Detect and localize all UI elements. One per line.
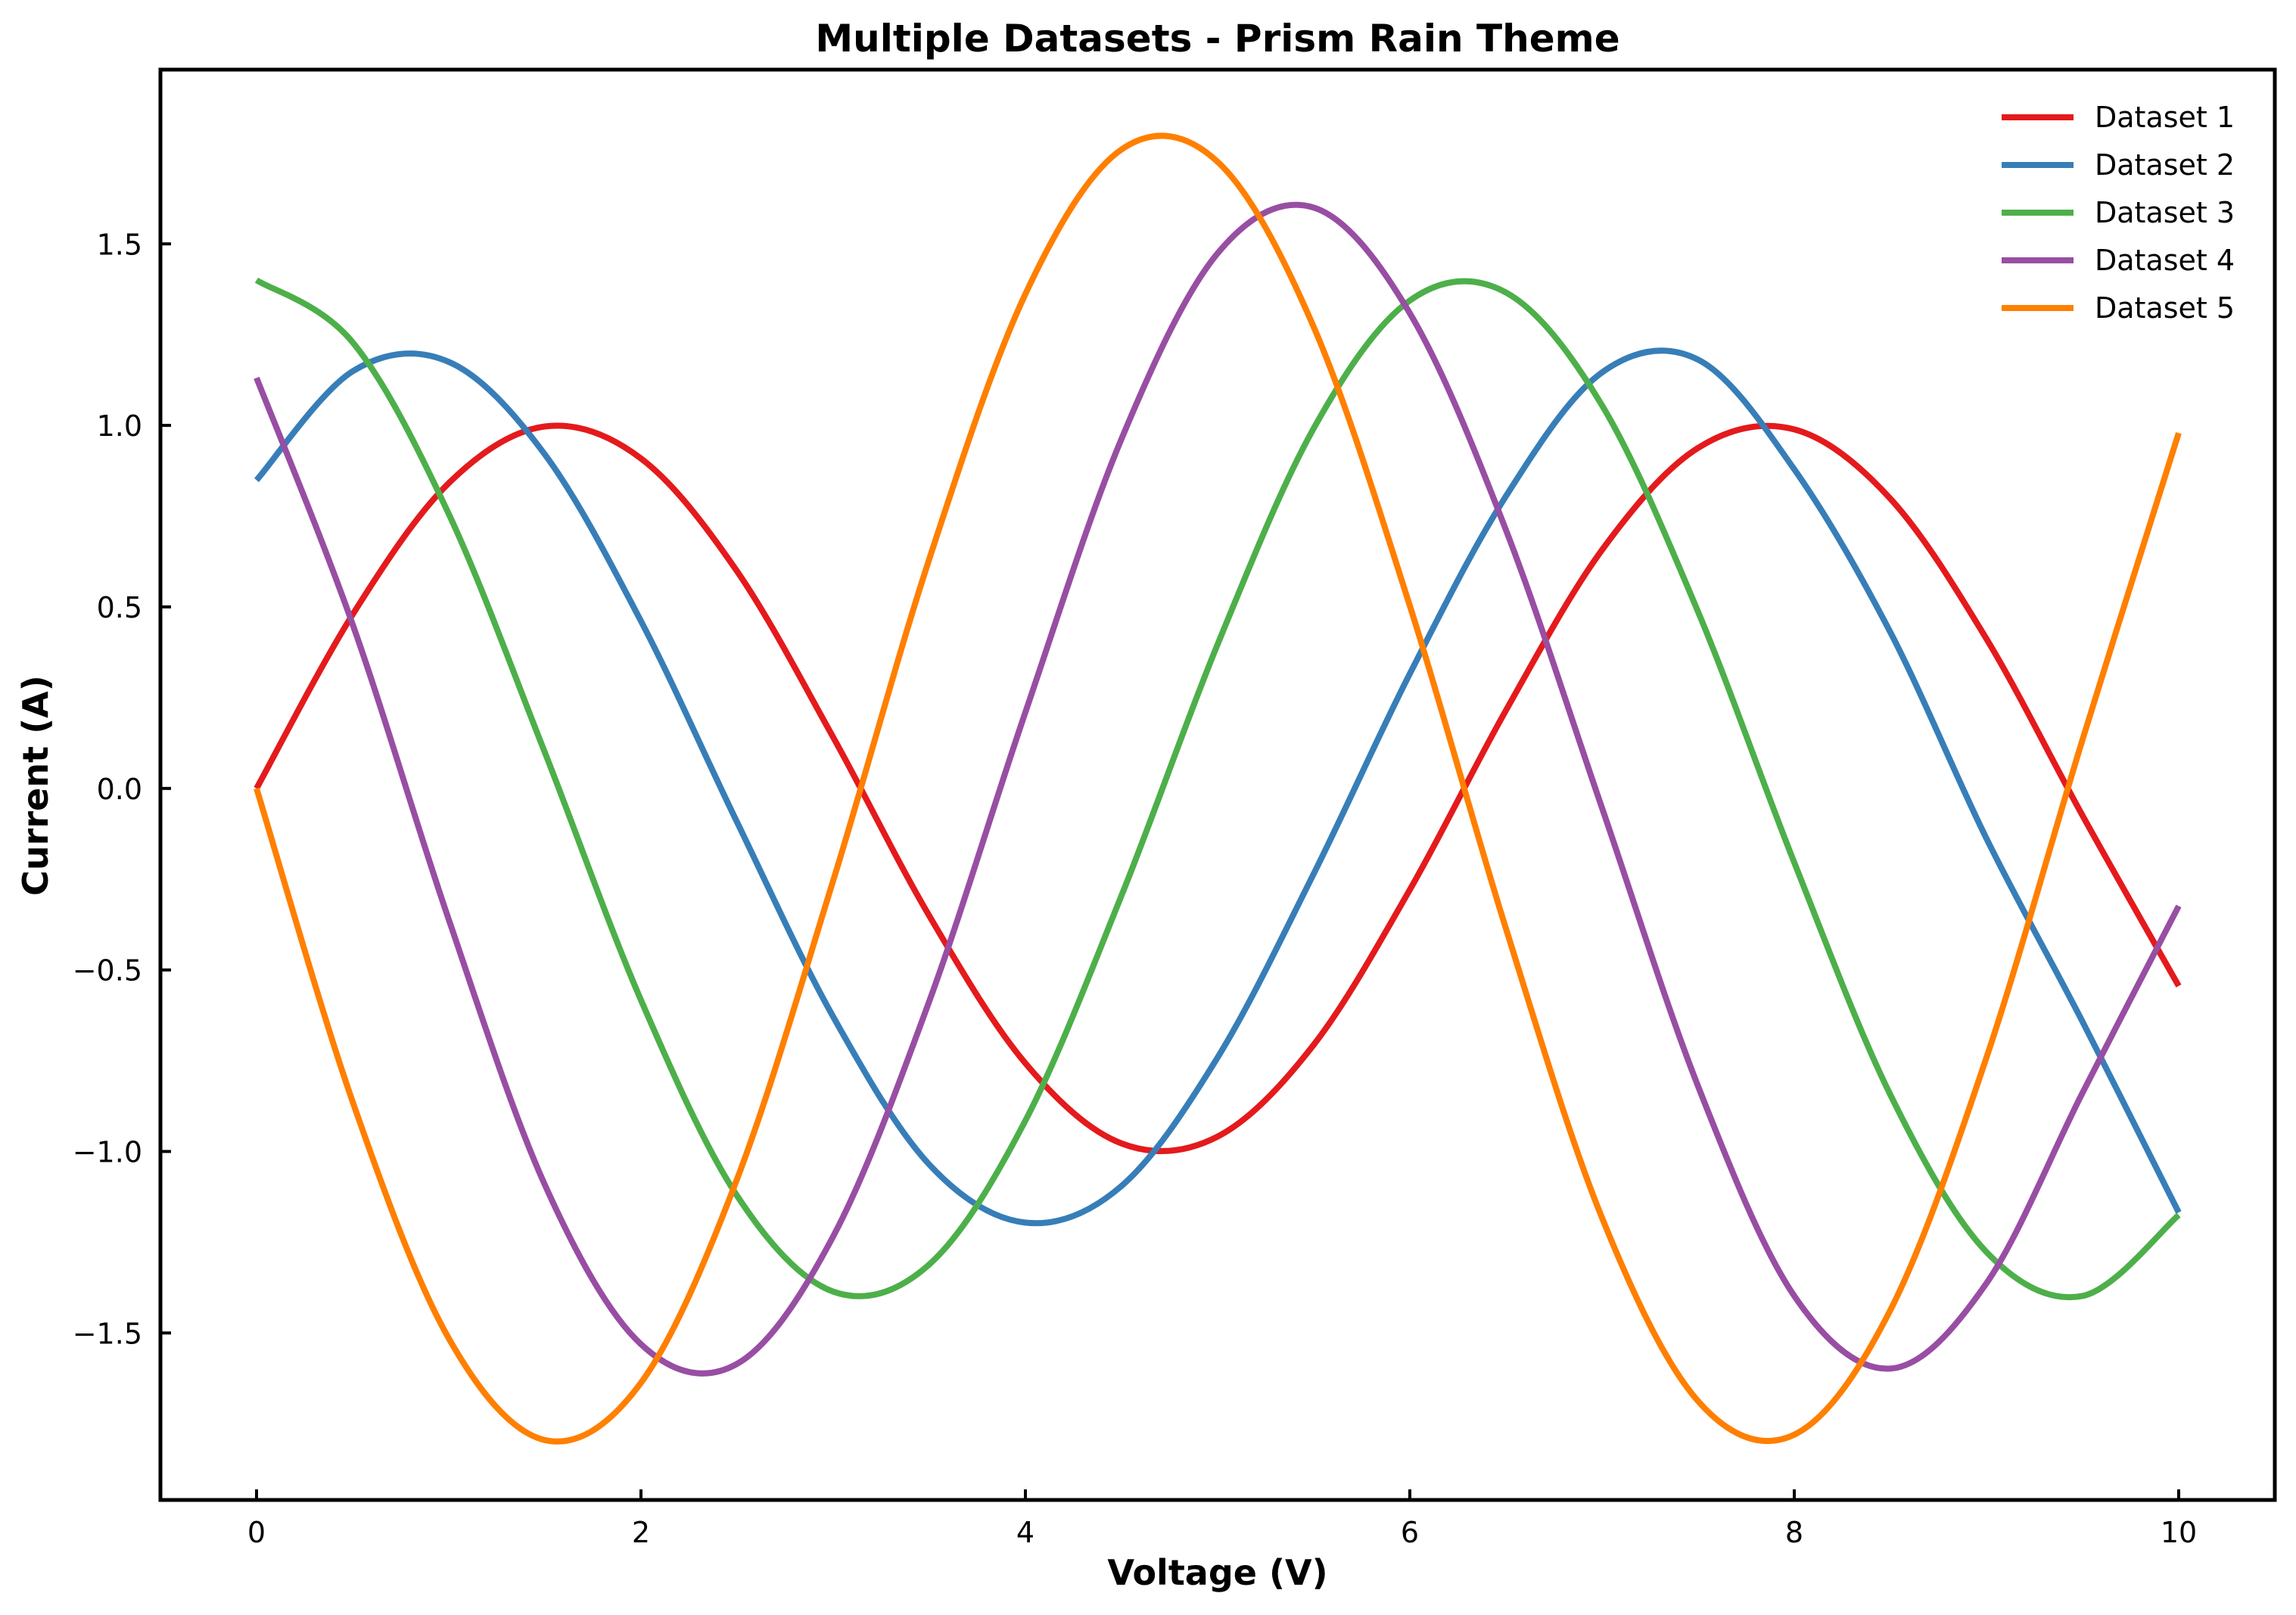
y-axis-label: Current (A) bbox=[15, 675, 56, 895]
x-tick-label: 4 bbox=[1016, 1516, 1034, 1549]
series-line-5 bbox=[254, 132, 2182, 1445]
plot-frame bbox=[158, 67, 2277, 1502]
legend-label-4: Dataset 4 bbox=[2095, 244, 2235, 277]
legend-label-5: Dataset 5 bbox=[2095, 291, 2235, 325]
y-tick-label: −1.0 bbox=[73, 1135, 142, 1168]
axis-ticks: 0 2 4 6 8 10 −1.5 −1.0 −0.5 0.0 0.5 1.0 1.5 bbox=[73, 228, 2197, 1549]
y-tick-label: −1.5 bbox=[73, 1317, 142, 1350]
series-line-1 bbox=[254, 422, 2182, 1154]
x-tick-label: 2 bbox=[632, 1516, 650, 1549]
series-line-4 bbox=[254, 201, 2182, 1377]
x-tick-label: 0 bbox=[247, 1516, 266, 1549]
y-tick-label: 1.0 bbox=[97, 409, 142, 443]
series-line-2 bbox=[254, 347, 2182, 1227]
x-axis-label: Voltage (V) bbox=[1107, 1552, 1327, 1593]
x-tick-label: 8 bbox=[1785, 1516, 1803, 1549]
plot-area bbox=[254, 132, 2182, 1445]
legend-label-3: Dataset 3 bbox=[2095, 196, 2235, 229]
y-tick-label: 1.5 bbox=[97, 228, 142, 261]
y-tick-label: 0.0 bbox=[97, 773, 142, 806]
y-tick-label: 0.5 bbox=[97, 591, 142, 624]
y-tick-label: −0.5 bbox=[73, 954, 142, 988]
chart-title: Multiple Datasets - Prism Rain Theme bbox=[815, 17, 1619, 61]
legend: Dataset 1 Dataset 2 Dataset 3 Dataset 4 Data… bbox=[2002, 101, 2235, 325]
x-tick-label: 6 bbox=[1401, 1516, 1419, 1549]
legend-label-1: Dataset 1 bbox=[2095, 101, 2235, 134]
x-tick-label: 10 bbox=[2161, 1516, 2197, 1549]
legend-label-2: Dataset 2 bbox=[2095, 148, 2235, 182]
series-line-3 bbox=[254, 277, 2181, 1301]
